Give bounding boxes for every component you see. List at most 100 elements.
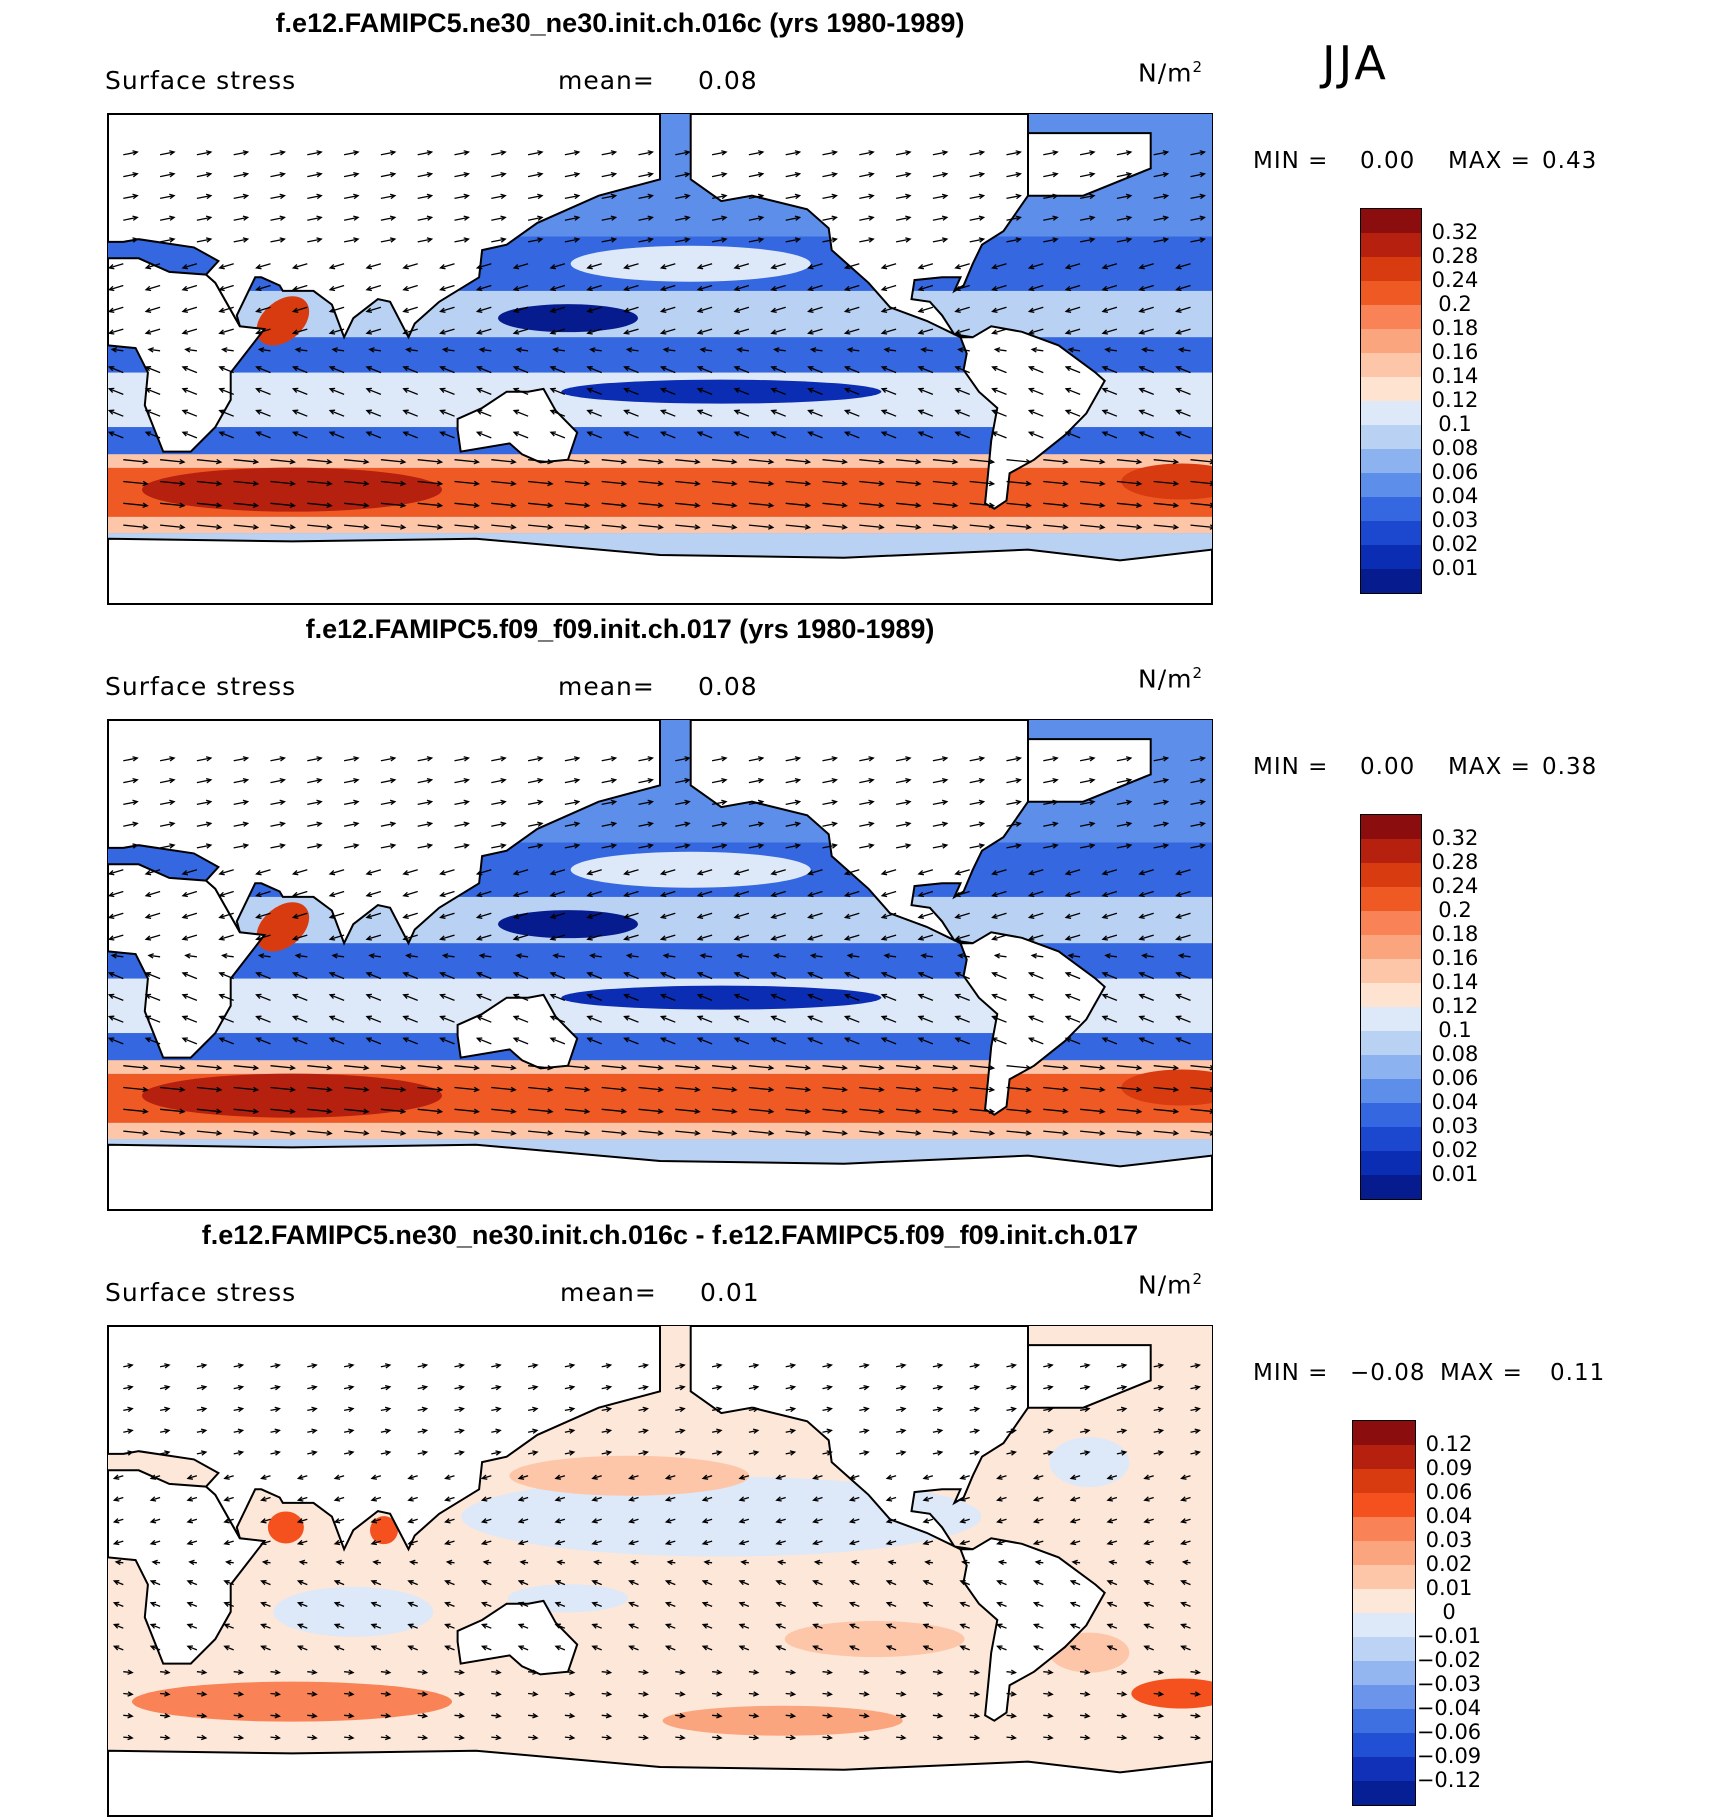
wind-arrow-head [444, 1518, 451, 1524]
wind-arrow [182, 366, 198, 374]
wind-arrow-head [348, 1669, 355, 1675]
wind-arrow [380, 1130, 405, 1135]
wind-arrow [997, 1518, 1007, 1523]
wind-arrow-head [549, 387, 556, 393]
wind-arrow-head [127, 1363, 134, 1369]
wind-arrow-head [223, 1539, 230, 1546]
wind-arrow-head [549, 366, 556, 372]
wind-arrow-head [628, 1580, 635, 1586]
wind-arrow [1102, 912, 1118, 919]
panel-2-variable: Surface stress [105, 672, 297, 701]
wind-arrow [1080, 1086, 1105, 1091]
wind-arrow-head [402, 913, 409, 919]
wind-arrow-head [628, 1645, 635, 1651]
wind-arrow [196, 1108, 221, 1113]
wind-arrow [601, 480, 626, 485]
wind-arrow [712, 480, 737, 485]
wind-arrow-head [184, 953, 191, 959]
wind-arrow [298, 1623, 308, 1629]
wind-arrow-head [716, 1406, 723, 1413]
wind-arrow-head [812, 1623, 819, 1629]
wind-arrow [886, 1580, 897, 1586]
wind-arrow [923, 1602, 934, 1608]
wind-arrow-head [547, 1130, 554, 1136]
wind-arrow-head [752, 1691, 760, 1697]
wind-arrow-head [108, 913, 115, 919]
wind-arrow [859, 844, 874, 849]
wind-arrow [196, 1671, 206, 1674]
wind-arrow [219, 284, 234, 291]
wind-arrow [527, 173, 543, 178]
wind-arrow [918, 366, 934, 374]
wind-arrow-head [1125, 237, 1133, 243]
wind-arrow-head [402, 264, 409, 270]
wind-arrow-head [291, 387, 299, 393]
wind-arrow-head [169, 237, 176, 243]
field-core [498, 304, 638, 333]
wind-arrow [896, 524, 921, 529]
wind-arrow [219, 328, 234, 334]
wind-arrow [343, 1407, 354, 1412]
wind-arrow [1153, 1736, 1163, 1739]
wind-arrow-head [900, 1734, 907, 1741]
wind-arrow [590, 348, 602, 352]
wind-arrow-head [731, 502, 738, 509]
wind-arrow [550, 994, 566, 1002]
wind-arrow-head [1138, 993, 1145, 999]
wind-arrow [1034, 1645, 1044, 1651]
colorbar-tick-label: 0.12 [1431, 388, 1479, 412]
wind-arrow [564, 1736, 574, 1739]
wind-arrow [776, 1645, 786, 1651]
wind-arrow [454, 822, 469, 827]
wind-arrow-head [752, 1384, 760, 1391]
wind-arrow [307, 238, 322, 243]
wind-arrow [1116, 216, 1132, 221]
wind-arrow-head [922, 1623, 929, 1629]
wind-arrow [932, 1429, 943, 1433]
wind-arrow-head [996, 1580, 1003, 1586]
wind-arrow [955, 366, 970, 374]
wind-arrow [406, 348, 418, 352]
wind-arrow-head [941, 171, 949, 178]
wind-arrow-head [500, 777, 507, 784]
wind-arrow-head [568, 1734, 576, 1741]
wind-arrow [850, 1475, 860, 1480]
wind-arrow [771, 328, 786, 334]
wind-arrow-head [495, 1450, 502, 1456]
wind-arrow [638, 502, 663, 507]
wind-arrow-head [296, 1623, 304, 1629]
wind-arrow-head [532, 1428, 539, 1434]
wind-arrow [661, 994, 676, 1002]
wind-arrow-head [169, 215, 176, 221]
wind-arrow [785, 480, 810, 485]
wind-arrow-head [1138, 431, 1145, 437]
wind-arrow [1176, 284, 1191, 291]
wind-arrow-head [439, 935, 446, 941]
wind-arrow-head [628, 1518, 635, 1524]
wind-arrow-head [568, 1450, 576, 1456]
wind-arrow-head [328, 307, 336, 313]
wind-arrow-head [463, 237, 470, 243]
wind-arrow [1116, 151, 1132, 156]
colorbar-tick-label: 0.14 [1431, 364, 1479, 388]
wind-arrow [329, 1015, 345, 1023]
wind-arrow-head [789, 1384, 797, 1391]
wind-arrow-head [647, 843, 654, 849]
wind-arrow [1105, 348, 1117, 352]
wind-arrow [629, 1580, 639, 1586]
wind-arrow-head [333, 1580, 341, 1586]
wind-arrow-head [1143, 1645, 1150, 1651]
wind-arrow-head [181, 329, 188, 335]
wind-arrow-head [716, 1734, 723, 1741]
wind-arrow-head [328, 387, 336, 393]
wind-arrow [1139, 328, 1154, 334]
wind-arrow [1065, 366, 1081, 374]
wind-arrow-head [444, 1645, 451, 1651]
wind-arrow-head [1084, 1450, 1091, 1456]
wind-arrow-head [512, 913, 520, 919]
wind-arrow-head [699, 347, 706, 353]
wind-arrow [380, 1692, 390, 1696]
wind-arrow-head [843, 409, 851, 415]
wind-arrow-head [215, 1130, 223, 1136]
wind-arrow-head [164, 1406, 171, 1413]
